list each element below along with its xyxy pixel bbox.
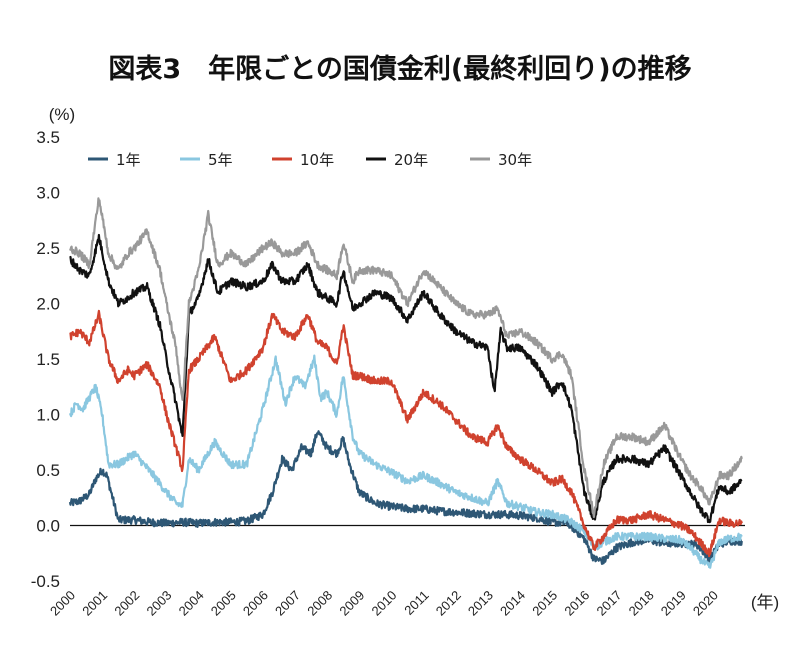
x-axis-unit-label: (年) — [751, 593, 779, 612]
y-axis-ticks: 3.5 3.0 2.5 2.0 1.5 1.0 0.5 0.0 -0.5 — [31, 128, 60, 591]
x-tick-label: 2016 — [561, 588, 592, 619]
y-tick-label: 2.0 — [36, 295, 60, 314]
x-tick-label: 2013 — [465, 588, 496, 619]
x-tick-label: 2010 — [368, 588, 399, 619]
x-tick-label: 2003 — [143, 588, 174, 619]
y-tick-label: 3.0 — [36, 184, 60, 203]
x-tick-label: 2012 — [433, 588, 464, 619]
y-tick-label: -0.5 — [31, 572, 60, 591]
x-tick-label: 2015 — [529, 588, 560, 619]
legend-label: 30年 — [498, 151, 532, 169]
x-tick-label: 2000 — [47, 588, 78, 619]
y-axis-unit-label: (%) — [49, 105, 75, 124]
x-tick-label: 2008 — [304, 588, 335, 619]
x-tick-label: 2006 — [240, 588, 271, 619]
x-tick-label: 2004 — [176, 588, 207, 619]
y-tick-label: 1.5 — [36, 350, 60, 369]
x-tick-label: 2002 — [111, 588, 142, 619]
legend-label: 5年 — [208, 151, 233, 169]
y-tick-label: 0.5 — [36, 461, 60, 480]
x-tick-label: 2018 — [626, 588, 657, 619]
x-axis-ticks: 2000 2001 2002 2003 2004 2005 2006 2007 2008 2009… — [47, 588, 721, 619]
series-line-1 — [68, 430, 743, 566]
x-tick-label: 2019 — [658, 588, 689, 619]
x-tick-label: 2007 — [272, 588, 303, 619]
chart-title: 図表3 年限ごとの国債金利(最終利回り)の推移 — [108, 53, 691, 85]
x-tick-label: 2014 — [497, 588, 528, 619]
x-tick-label: 2009 — [336, 588, 367, 619]
series-line-5 — [68, 197, 743, 519]
series-line-4 — [69, 233, 743, 524]
y-tick-label: 2.5 — [36, 239, 60, 258]
series-line-2 — [68, 354, 743, 569]
x-tick-label: 2005 — [208, 588, 239, 619]
series-lines — [68, 197, 743, 569]
x-tick-label: 2020 — [690, 588, 721, 619]
legend-label: 10年 — [300, 151, 334, 169]
y-tick-label: 0.0 — [36, 517, 60, 536]
y-tick-label: 3.5 — [36, 128, 60, 147]
series-line-3 — [69, 309, 743, 558]
x-tick-label: 2001 — [79, 588, 110, 619]
x-tick-label: 2011 — [401, 588, 431, 618]
legend-label: 1年 — [116, 151, 141, 169]
legend-label: 20年 — [394, 151, 428, 169]
x-tick-label: 2017 — [593, 588, 624, 619]
legend: 1年 5年 10年 20年 30年 — [88, 151, 532, 169]
y-tick-label: 1.0 — [36, 406, 60, 425]
